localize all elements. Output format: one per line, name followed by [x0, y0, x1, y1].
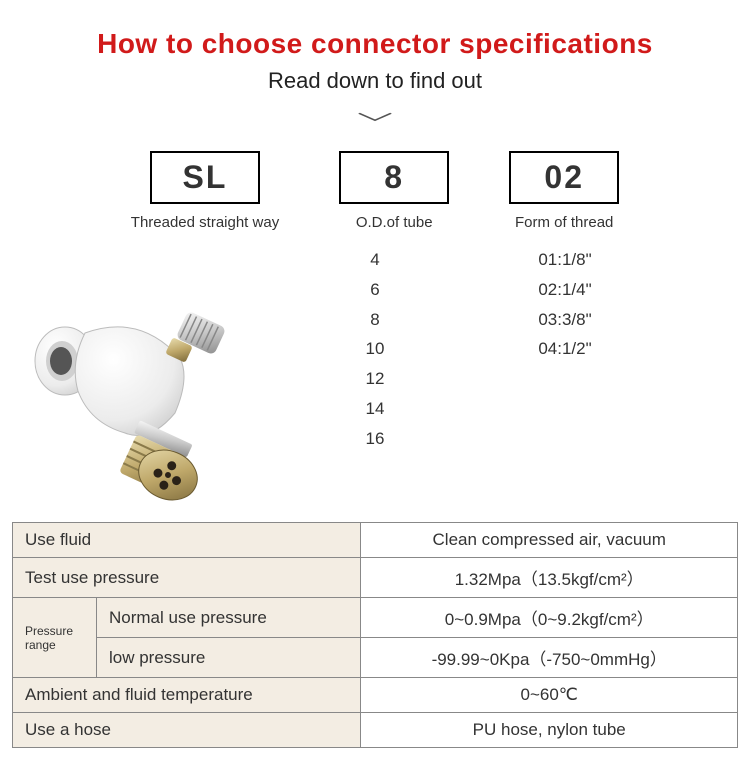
od-option: 8: [310, 305, 440, 335]
od-tube-options: 4 6 8 10 12 14 16: [310, 245, 440, 453]
code-caption: Form of thread: [515, 214, 613, 231]
spec-value: 0~60℃: [361, 678, 738, 713]
code-caption: Threaded straight way: [131, 214, 279, 231]
od-option: 16: [310, 424, 440, 454]
table-row: Pressure range Normal use pressure 0~0.9…: [13, 598, 738, 638]
od-option: 4: [310, 245, 440, 275]
od-option: 12: [310, 364, 440, 394]
spec-value: Clean compressed air, vacuum: [361, 523, 738, 558]
od-option: 6: [310, 275, 440, 305]
thread-option: 03:3/8": [500, 305, 630, 335]
spec-value: -99.99~0Kpa（-750~0mmHg）: [361, 638, 738, 678]
od-option: 14: [310, 394, 440, 424]
spec-table: Use fluid Clean compressed air, vacuum T…: [12, 522, 738, 748]
thread-option: 04:1/2": [500, 334, 630, 364]
page-title: How to choose connector specifications: [0, 28, 750, 60]
code-part-od: 8 O.D.of tube: [339, 151, 449, 231]
spec-label: Test use pressure: [13, 558, 361, 598]
thread-options: 01:1/8" 02:1/4" 03:3/8" 04:1/2": [500, 245, 630, 453]
spec-label: Ambient and fluid temperature: [13, 678, 361, 713]
spec-code-row: SL Threaded straight way 8 O.D.of tube 0…: [0, 151, 750, 231]
code-caption: O.D.of tube: [356, 214, 433, 231]
table-row: Ambient and fluid temperature 0~60℃: [13, 678, 738, 713]
od-option: 10: [310, 334, 440, 364]
spec-label: Use a hose: [13, 713, 361, 748]
code-part-thread: 02 Form of thread: [509, 151, 619, 231]
code-box: 02: [509, 151, 619, 204]
table-row: low pressure -99.99~0Kpa（-750~0mmHg）: [13, 638, 738, 678]
spec-label: Use fluid: [13, 523, 361, 558]
spec-value: 1.32Mpa（13.5kgf/cm²）: [361, 558, 738, 598]
thread-option: 02:1/4": [500, 275, 630, 305]
page-subtitle: Read down to find out: [0, 68, 750, 94]
chevron-down-icon: [355, 111, 395, 126]
code-part-sl: SL Threaded straight way: [131, 151, 279, 231]
code-box: 8: [339, 151, 449, 204]
spec-value: 0~0.9Mpa（0~9.2kgf/cm²）: [361, 598, 738, 638]
table-row: Test use pressure 1.32Mpa（13.5kgf/cm²）: [13, 558, 738, 598]
pressure-range-group-label: Pressure range: [13, 598, 97, 678]
spec-value: PU hose, nylon tube: [361, 713, 738, 748]
thread-option: 01:1/8": [500, 245, 630, 275]
table-row: Use a hose PU hose, nylon tube: [13, 713, 738, 748]
spec-label: Normal use pressure: [97, 598, 361, 638]
chevron-down-wrap: [0, 104, 750, 133]
table-row: Use fluid Clean compressed air, vacuum: [13, 523, 738, 558]
code-box: SL: [150, 151, 260, 204]
product-illustration: [30, 283, 265, 518]
spec-label: low pressure: [97, 638, 361, 678]
